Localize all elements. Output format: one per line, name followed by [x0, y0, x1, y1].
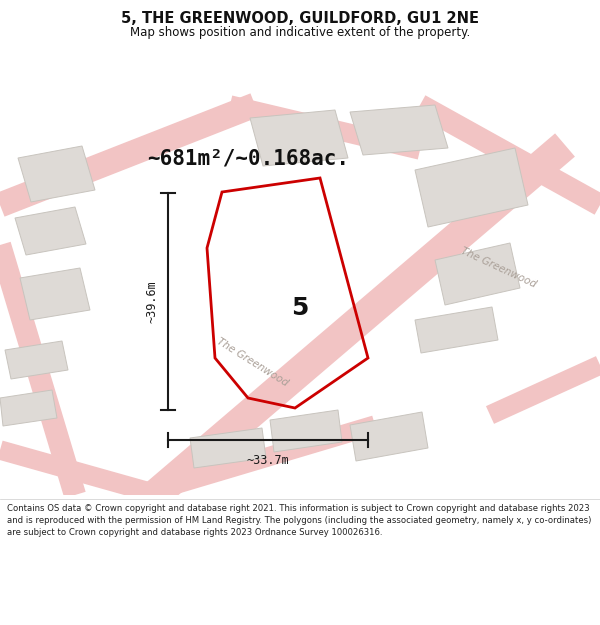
- Polygon shape: [435, 243, 520, 305]
- Text: ~681m²/~0.168ac.: ~681m²/~0.168ac.: [147, 148, 349, 168]
- Text: Contains OS data © Crown copyright and database right 2021. This information is : Contains OS data © Crown copyright and d…: [7, 504, 592, 537]
- Text: ~33.7m: ~33.7m: [247, 454, 289, 467]
- Polygon shape: [190, 428, 266, 468]
- Text: The Greenwood: The Greenwood: [215, 336, 289, 388]
- Text: Map shows position and indicative extent of the property.: Map shows position and indicative extent…: [130, 26, 470, 39]
- Polygon shape: [15, 207, 86, 255]
- Text: 5, THE GREENWOOD, GUILDFORD, GU1 2NE: 5, THE GREENWOOD, GUILDFORD, GU1 2NE: [121, 11, 479, 26]
- Polygon shape: [20, 268, 90, 320]
- Polygon shape: [350, 105, 448, 155]
- Polygon shape: [350, 412, 428, 461]
- Polygon shape: [415, 307, 498, 353]
- Polygon shape: [270, 410, 342, 452]
- Polygon shape: [5, 341, 68, 379]
- Polygon shape: [18, 146, 95, 202]
- Polygon shape: [415, 148, 528, 227]
- Polygon shape: [0, 390, 57, 426]
- Text: ~39.6m: ~39.6m: [146, 280, 158, 323]
- Text: 5: 5: [292, 296, 308, 320]
- Text: The Greenwood: The Greenwood: [458, 246, 538, 290]
- Polygon shape: [250, 110, 348, 166]
